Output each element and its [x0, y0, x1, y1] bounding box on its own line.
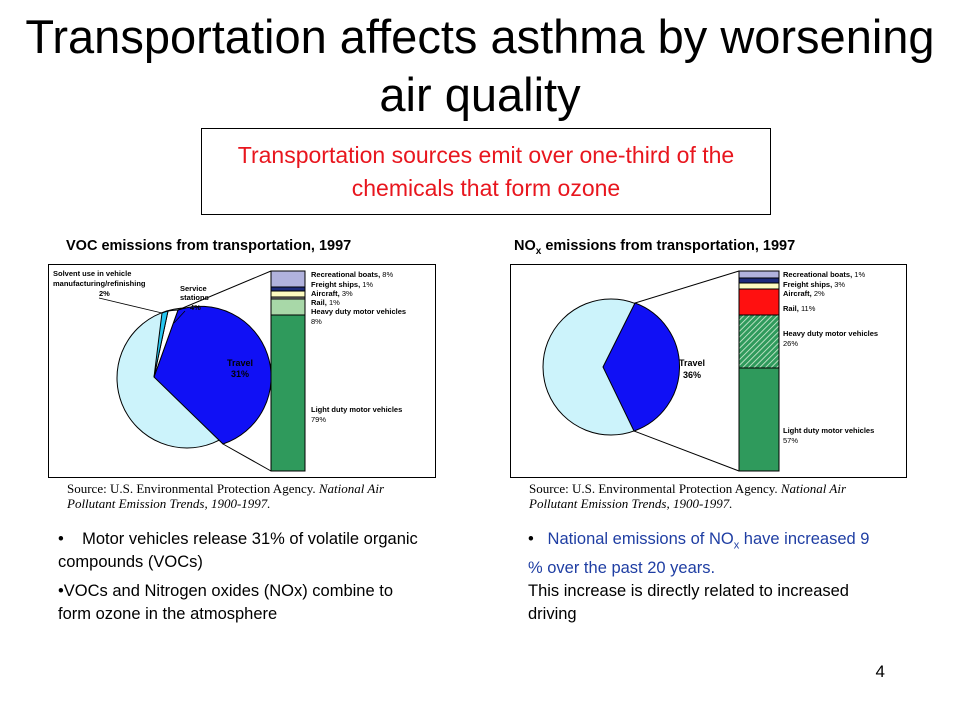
nox-bar-label-4-pct: 26%: [783, 339, 798, 348]
nox-source: Source: U.S. Environmental Protection Ag…: [529, 481, 909, 511]
voc-label-service-pct: 4%: [190, 303, 201, 312]
voc-service-leader: [173, 310, 186, 324]
nox-bar-heavy-duty: [738, 314, 780, 369]
voc-label-travel-pct: 31%: [231, 369, 249, 379]
voc-bar-label-1: Freight ships, 1%: [311, 280, 373, 289]
voc-bar-recreational-boats: [270, 270, 306, 288]
nox-bar-label-0: Recreational boats, 1%: [783, 270, 865, 279]
nox-source-2: National Air: [780, 481, 847, 496]
nox-title-sub: x: [535, 245, 542, 257]
nox-bar-freight-ships: [738, 277, 780, 284]
left-bullet-1: • Motor vehicles release 31% of volatile…: [58, 528, 418, 574]
nox-chart-svg: Travel 36% Recreational boats, 1% Freigh…: [542, 270, 878, 472]
voc-label-solvent-pct: 2%: [99, 289, 110, 298]
nox-chart-title: NOx emissions from transportation, 1997: [514, 238, 795, 257]
voc-source-3: Pollutant Emission Trends, 1900-1997.: [67, 496, 271, 511]
voc-bar-label-4-pct: 8%: [311, 317, 322, 326]
nox-bar-rail: [738, 288, 780, 316]
left-bullet-2: •VOCs and Nitrogen oxides (NOx) combine …: [58, 580, 418, 626]
right-bullet-blue-post: have increased 9 % over the past 20 year…: [528, 530, 870, 578]
nox-label-travel: Travel: [679, 358, 705, 368]
voc-bar-freight-ships: [270, 286, 306, 292]
right-bullets: • National emissions of NOx have increas…: [528, 528, 878, 632]
voc-bar-label-5: Light duty motor vehicles: [311, 405, 402, 414]
voc-slice-solvent: [153, 310, 169, 378]
nox-label-travel-pct: 36%: [683, 370, 701, 380]
right-bullet: • National emissions of NOx have increas…: [528, 528, 878, 626]
nox-chart: Travel 36% Recreational boats, 1% Freigh…: [510, 264, 907, 478]
voc-connector-bottom: [222, 443, 272, 472]
left-bullet-1-text: Motor vehicles release 31% of volatile o…: [58, 530, 418, 571]
voc-bar-label-2: Aircraft, 3%: [311, 289, 353, 298]
nox-bar-label-2: Aircraft, 2%: [783, 289, 825, 298]
voc-bar-label-0: Recreational boats, 8%: [311, 270, 393, 279]
bullet-dot: •: [58, 530, 64, 548]
left-bullets: • Motor vehicles release 31% of volatile…: [58, 528, 418, 632]
voc-bar-label-5-pct: 79%: [311, 415, 326, 424]
voc-solvent-leader: [98, 297, 163, 314]
voc-bar-label-4: Heavy duty motor vehicles: [311, 307, 406, 316]
nox-bar-light-duty: [738, 367, 780, 472]
voc-bar-aircraft: [270, 290, 306, 298]
callout-box: Transportation sources emit over one-thi…: [201, 128, 771, 215]
voc-bar-light-duty: [270, 314, 306, 472]
voc-source-2: National Air: [318, 481, 385, 496]
voc-bar-heavy-duty: [270, 298, 306, 316]
nox-title-pre: NO: [514, 238, 536, 254]
nox-bar-label-5-pct: 57%: [783, 436, 798, 445]
nox-source-1: Source: U.S. Environmental Protection Ag…: [529, 481, 778, 496]
voc-chart-svg: Solvent use in vehicle manufacturing/ref…: [53, 269, 406, 472]
nox-bar-label-1: Freight ships, 3%: [783, 280, 845, 289]
nox-slice-travel: [602, 302, 680, 432]
bullet-dot: •: [58, 582, 64, 600]
voc-label-solvent-2: manufacturing/refinishing: [53, 279, 146, 288]
voc-chart-title: VOC emissions from transportation, 1997: [66, 238, 352, 254]
right-bullet-black: This increase is directly related to inc…: [528, 582, 849, 624]
voc-slice-travel: [153, 305, 272, 445]
right-bullet-blue-sub: x: [733, 539, 740, 552]
slide-title: Transportation affects asthma by worseni…: [25, 10, 935, 121]
voc-label-service-2: stations: [180, 293, 209, 302]
nox-bar-label-5: Light duty motor vehicles: [783, 426, 874, 435]
voc-source-1: Source: U.S. Environmental Protection Ag…: [67, 481, 316, 496]
right-bullet-blue-pre: National emissions of NO: [547, 530, 734, 548]
left-bullet-2-text: VOCs and Nitrogen oxides (NOx) combine t…: [58, 582, 393, 623]
nox-bar-label-3: Rail, 11%: [783, 304, 816, 313]
nox-bar-label-4: Heavy duty motor vehicles: [783, 329, 878, 338]
nox-connector-top: [634, 270, 740, 304]
voc-connector-top: [177, 270, 272, 311]
nox-title-post: emissions from transportation, 1997: [541, 238, 796, 254]
page-number: 4: [875, 662, 885, 681]
voc-bar-label-3: Rail, 1%: [311, 298, 340, 307]
voc-label-solvent-1: Solvent use in vehicle: [53, 269, 131, 278]
voc-chart: Solvent use in vehicle manufacturing/ref…: [48, 264, 436, 478]
nox-connector-bottom: [633, 430, 740, 472]
nox-source-3: Pollutant Emission Trends, 1900-1997.: [529, 496, 733, 511]
nox-bar-aircraft: [738, 282, 780, 290]
nox-bar-recreational-boats: [738, 270, 780, 279]
voc-label-service-1: Service: [180, 284, 207, 293]
voc-source: Source: U.S. Environmental Protection Ag…: [67, 481, 437, 511]
bullet-dot: •: [528, 530, 534, 548]
voc-label-travel: Travel: [227, 358, 253, 368]
